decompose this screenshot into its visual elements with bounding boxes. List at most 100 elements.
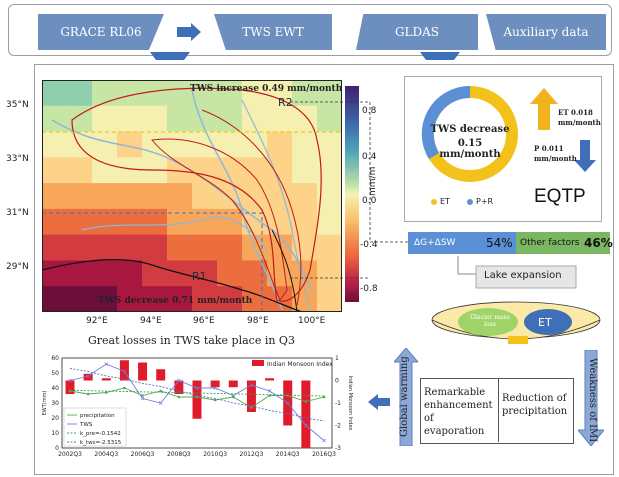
y-axis-label: EWT(mm) [42, 391, 48, 416]
colorbar-tick: 0.4 [362, 152, 377, 162]
y-tick-label: 60 [51, 355, 59, 362]
chart-bar [210, 380, 220, 388]
map-cell [192, 183, 218, 210]
precipitation-line-point [86, 392, 90, 396]
map-cell [142, 260, 168, 287]
chart-bar [265, 378, 275, 381]
y-tick-label: 50 [51, 370, 59, 377]
contrib-left-pct: 54% [486, 236, 513, 250]
legend-imi-swatch [252, 360, 264, 366]
chart-bar [138, 362, 148, 381]
map-cell [92, 260, 118, 287]
map-cell [117, 157, 143, 184]
tws-line-point [231, 393, 236, 398]
basin-boundary [151, 138, 288, 302]
chart-bar [119, 360, 129, 381]
annot-decrease: TWS decrease 0.71 mm/month [98, 296, 253, 306]
weakness-arrow [578, 350, 604, 446]
map-cell [267, 131, 293, 158]
map-cell [142, 183, 168, 210]
legend-box [63, 407, 127, 447]
map-cell [317, 105, 343, 133]
effect-precipitation: Reduction of precipitation [502, 393, 568, 417]
tws-line-point [104, 362, 109, 366]
lon-tick: 100°E [298, 316, 326, 326]
region-r1: R1 [192, 270, 207, 283]
map-cell [242, 157, 268, 184]
chart-bar [301, 380, 311, 448]
map-cell [167, 105, 193, 133]
map-cell [317, 131, 343, 158]
tws-line-point [177, 378, 181, 383]
lat-tick: 35°N [6, 100, 29, 110]
map-cell [67, 183, 93, 210]
step-auxiliary-label: Auxiliary data [503, 25, 589, 39]
colorbar-tick: -0.8 [360, 284, 378, 294]
lake-illustration [431, 301, 601, 344]
map-cell [92, 286, 118, 313]
precipitation-line-point [195, 395, 199, 399]
tws-line-point [322, 438, 326, 443]
map-cell [267, 80, 293, 107]
lake-label: Lake expansion [484, 270, 562, 281]
annot-increase: TWS increase 0.49 mm/month [190, 84, 343, 94]
step-auxiliary: Auxiliary data [486, 14, 606, 50]
donut-chart [421, 85, 518, 182]
region-r2: R2 [278, 96, 293, 109]
map-cell [167, 286, 193, 313]
legend-imi-label: Indian Monsoon Index [267, 361, 333, 368]
eqtp-title: EQTP [534, 186, 586, 207]
pre-trend-line [69, 389, 325, 397]
tws-line-point [68, 378, 72, 383]
precipitation-line-point [177, 395, 181, 399]
map-cell [42, 157, 68, 184]
legend-et: ET [440, 197, 450, 206]
up-arrow-icon [530, 88, 558, 130]
map-cell [117, 260, 143, 287]
y-tick-label: 40 [51, 385, 59, 392]
y2-tick-label: 1 [335, 355, 339, 362]
tws-line-point [158, 401, 163, 405]
map-cell [117, 286, 143, 313]
map-cell [42, 286, 68, 313]
map-cell [142, 80, 168, 107]
lon-tick: 98°E [247, 316, 269, 326]
river-line [51, 119, 313, 291]
x-tick-label: 2004Q3 [94, 451, 118, 458]
contrib-right-pct: 46% [584, 236, 613, 250]
chart-bar [101, 378, 111, 381]
tws-trend-map [41, 80, 343, 313]
map-cell [92, 131, 118, 158]
map-cell [142, 234, 168, 261]
country-boundary [41, 258, 303, 313]
x-tick-label: 2010Q3 [203, 451, 227, 458]
map-cell [242, 260, 268, 287]
map-cell [267, 105, 293, 133]
map-cell [167, 183, 193, 210]
x-tick-label: 2016Q3 [312, 451, 336, 458]
legend-pr: P+R [476, 197, 494, 206]
et-rate: ET 0.018 [558, 108, 593, 117]
colorbar [345, 86, 359, 302]
precipitation-line-point [159, 389, 163, 393]
map-cell [292, 183, 318, 210]
map-cell [217, 131, 243, 158]
x-tick-label: 2008Q3 [167, 451, 191, 458]
legend-et-dot [431, 199, 437, 205]
x-tick-label: 2014Q3 [276, 451, 300, 458]
map-cell [117, 105, 143, 133]
tws-line-point [140, 396, 145, 401]
basin-boundary [71, 87, 322, 302]
tws-line-point [267, 389, 272, 393]
x-tick-label: 2002Q3 [58, 451, 82, 458]
map-cell [267, 183, 293, 210]
y2-tick-label: 0 [335, 378, 339, 385]
effect-evaporation: Remarkable enhancement of evaporation [424, 387, 493, 437]
x-tick-label: 2006Q3 [131, 451, 155, 458]
y2-axis-label: Indian Monsoon Index [347, 376, 353, 431]
step-grace: GRACE RL06 [38, 14, 164, 50]
map-frame [42, 80, 342, 312]
precipitation-line-point [250, 406, 253, 409]
legend-label: precipitation [80, 413, 115, 419]
map-cell [142, 286, 168, 313]
